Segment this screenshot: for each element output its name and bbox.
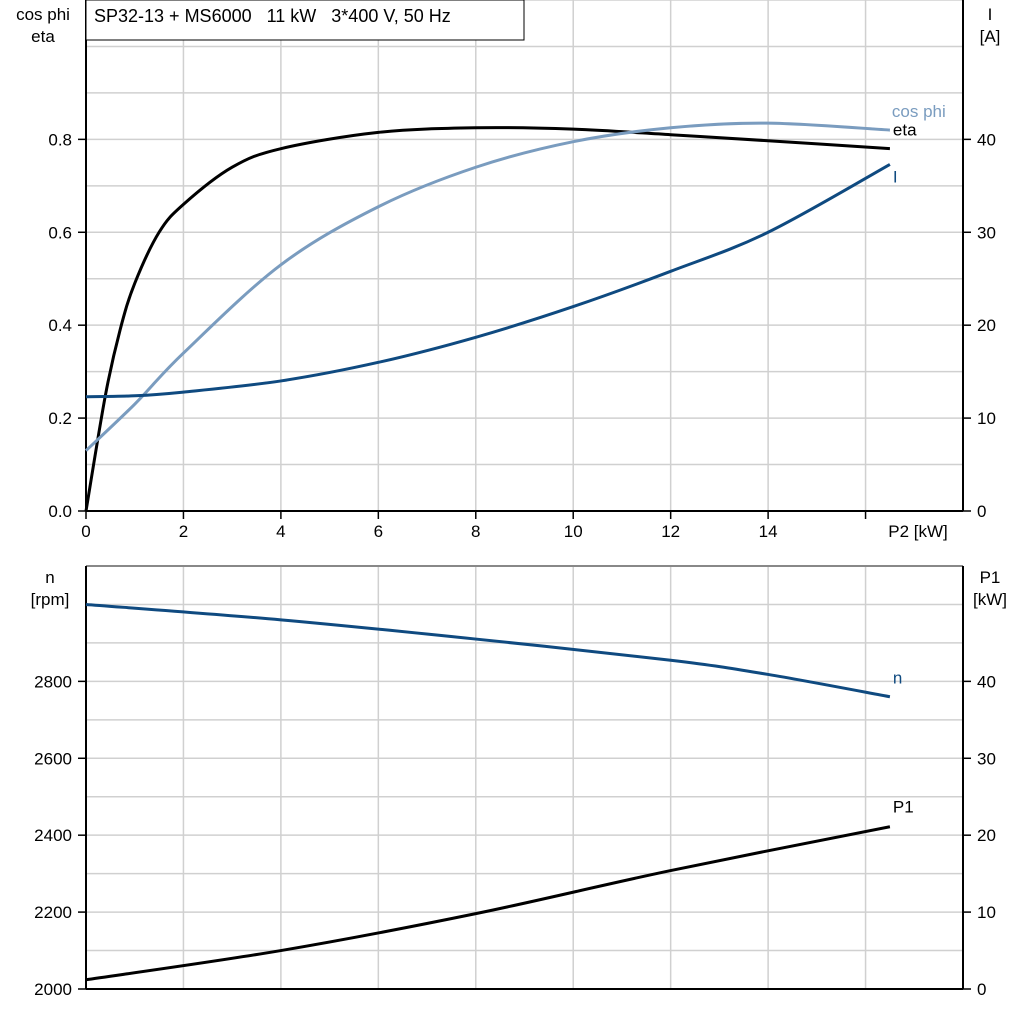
series-label-eta: eta [893,121,917,140]
title-box [85,0,525,41]
left-axis-label: cos phi [16,5,70,24]
x-tick-label: 8 [471,522,480,541]
left-axis-label: eta [31,27,55,46]
right-tick-label: 40 [977,672,996,691]
x-tick-label: 12 [661,522,680,541]
series-label-n: n [893,669,902,688]
right-axis-label: [A] [980,27,1001,46]
left-tick-label: 0.2 [48,409,72,428]
right-tick-label: 20 [977,826,996,845]
left-tick-label: 0.4 [48,316,72,335]
x-tick-label: 2 [179,522,188,541]
right-tick-label: 10 [977,903,996,922]
x-tick-label: 4 [276,522,285,541]
series-line-I [85,163,891,399]
x-tick-label: 10 [564,522,583,541]
left-tick-label: 2200 [34,903,72,922]
right-axis-label: [kW] [973,590,1007,609]
left-tick-label: 0.0 [48,502,72,521]
right-tick-label: 0 [977,980,986,999]
x-tick-label: 14 [759,522,778,541]
left-axis-label: n [45,568,54,587]
right-tick-label: 10 [977,409,996,428]
right-tick-label: 30 [977,749,996,768]
left-tick-label: 2800 [34,672,72,691]
series-line-P1 [85,825,891,982]
left-tick-label: 2000 [34,980,72,999]
right-tick-label: 40 [977,130,996,149]
chart-title: SP32-13 + MS6000 11 kW 3*400 V, 50 Hz [94,6,451,26]
left-tick-label: 2400 [34,826,72,845]
series-line-eta [84,126,891,512]
left-tick-label: 2600 [34,749,72,768]
bottom-chart: 2000 2200 2400 2600 2800 0 10 20 30 40 n [rpm] P1 [kW… [31,565,1007,999]
series-line-cos-phi [84,121,891,452]
right-tick-label: 0 [977,502,986,521]
series-label-P1: P1 [893,798,914,817]
x-tick-label: 0 [81,522,90,541]
right-axis-label: P1 [980,568,1001,587]
right-tick-label: 20 [977,316,996,335]
left-tick-label: 0.8 [48,130,72,149]
right-axis-label: I [988,5,993,24]
right-tick-label: 30 [977,223,996,242]
series-label-I: I [893,167,898,186]
left-axis-label: [rpm] [31,590,70,609]
left-tick-label: 0.6 [48,223,72,242]
x-axis-label: P2 [kW] [888,522,948,541]
series-line-n [85,602,891,699]
x-tick-label: 6 [374,522,383,541]
series-label-cos-phi: cos phi [892,102,946,121]
